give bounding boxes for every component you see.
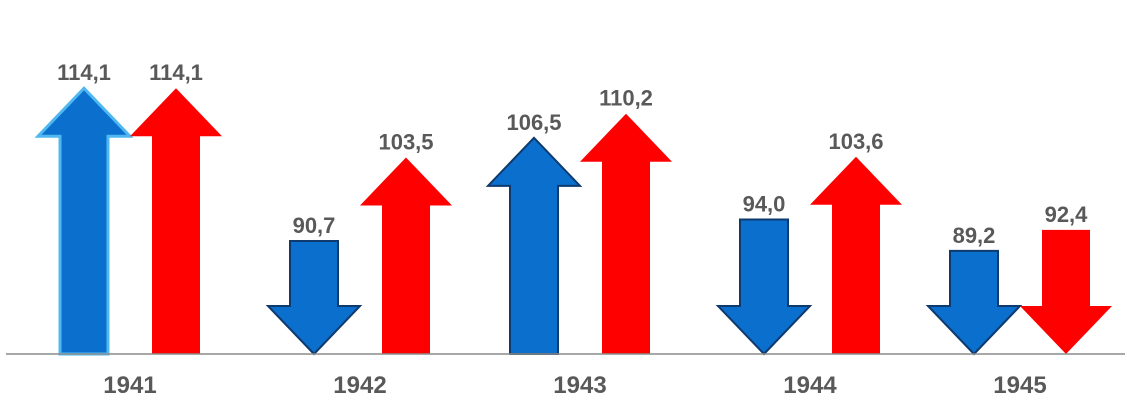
arrow-blue-1942 [265,240,363,356]
category-label-1942: 1942 [333,372,386,399]
arrow-blue-1943 [485,136,583,355]
arrow-red-1942 [360,157,452,354]
arrow-red-1944 [810,156,902,354]
value-label-red-1942: 103,5 [378,129,433,154]
category-label-1944: 1944 [783,372,837,399]
value-label-red-1944: 103,6 [828,129,883,154]
arrow-blue-1944 [715,218,813,356]
chart-labels: 114,1 90,7 106,5 94,0 89,2 114,1 103,5 110,2 103… [57,60,1088,399]
value-label-red-1943: 110,2 [599,86,653,111]
value-label-blue-1941: 114,1 [57,60,111,85]
category-label-1941: 1941 [103,372,156,399]
value-label-blue-1942: 90,7 [293,213,336,238]
arrow-blue-1945 [925,249,1023,356]
value-label-blue-1944: 94,0 [743,191,786,216]
arrow-red-1941 [130,88,222,355]
value-label-blue-1943: 106,5 [506,110,561,135]
category-label-1945: 1945 [993,372,1046,399]
arrow-blue-1941 [34,86,134,356]
category-label-1943: 1943 [553,372,606,399]
value-label-red-1945: 92,4 [1045,202,1089,227]
chart-marks [34,86,1112,356]
arrow-red-1945 [1020,229,1112,354]
value-label-blue-1945: 89,2 [953,223,996,248]
arrow-red-1943 [580,113,672,354]
value-label-red-1941: 114,1 [149,60,203,85]
